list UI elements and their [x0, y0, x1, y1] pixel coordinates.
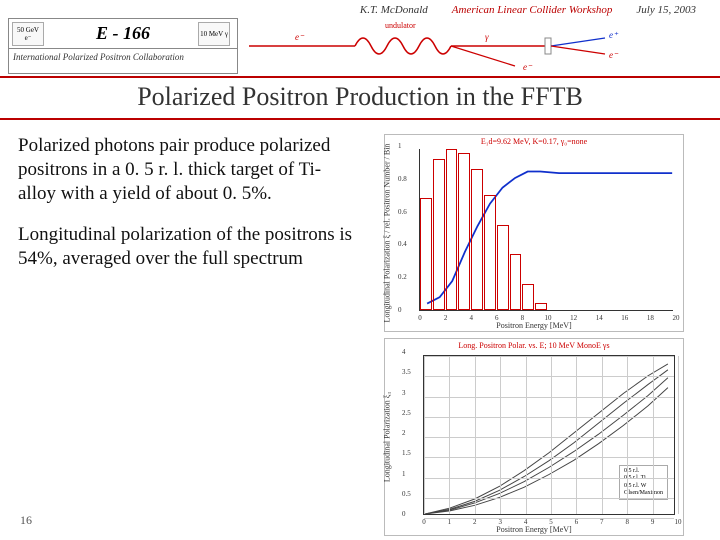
- body-section: Polarized photons pair produce polarized…: [0, 120, 720, 536]
- header-row: K.T. McDonald American Linear Collider W…: [0, 0, 720, 16]
- paragraph-1: Polarized photons pair produce polarized…: [18, 134, 358, 205]
- svg-text:undulator: undulator: [385, 21, 416, 30]
- paragraph-2: Longitudinal polarization of the positro…: [18, 223, 358, 271]
- logo-badge-right: 10 MeV γ: [198, 22, 230, 46]
- header-workshop: American Linear Collider Workshop: [452, 4, 613, 16]
- logo-title: E - 166: [48, 23, 198, 44]
- svg-text:γ: γ: [485, 32, 489, 42]
- header-date: July 15, 2003: [636, 4, 696, 16]
- top-section: 50 GeV e⁻ E - 166 10 MeV γ International…: [0, 16, 720, 74]
- chart-histogram-polarization: E₁d=9.62 MeV, K=0.17, γ₀=none Longitudin…: [384, 134, 684, 332]
- chart2-plot-area: 0.5 r.l.0.5 r.l. Ti0.5 r.l. WOlsen/Maxim…: [423, 355, 675, 515]
- experiment-logo: 50 GeV e⁻ E - 166 10 MeV γ International…: [8, 18, 238, 74]
- chart1-plot-area: 0246810121416182000.20.40.60.81: [419, 149, 673, 311]
- chart2-title: Long. Positron Polar. vs. E; 10 MeV Mono…: [385, 341, 683, 350]
- chart2-ylabel: Longitudinal Polarization ξ₃: [383, 392, 392, 482]
- logo-top: 50 GeV e⁻ E - 166 10 MeV γ: [9, 19, 237, 49]
- chart-polarization-vs-energy: Long. Positron Polar. vs. E; 10 MeV Mono…: [384, 338, 684, 536]
- svg-text:e⁻: e⁻: [609, 50, 619, 60]
- title-band: Polarized Positron Production in the FFT…: [0, 76, 720, 120]
- chart1-title: E₁d=9.62 MeV, K=0.17, γ₀=none: [385, 137, 683, 146]
- header-author: K.T. McDonald: [360, 4, 428, 16]
- undulator-diagram: e⁻ γ e⁻ undulator e⁺ e⁻: [238, 18, 712, 74]
- svg-text:e⁺: e⁺: [609, 30, 619, 40]
- chart2-xlabel: Positron Energy [MeV]: [385, 525, 683, 534]
- svg-text:e⁻: e⁻: [523, 62, 533, 72]
- logo-subtitle: International Polarized Positron Collabo…: [9, 49, 237, 65]
- svg-text:e⁻: e⁻: [295, 32, 305, 42]
- chart1-ylabel: Longitudinal Polarization ξ / rel. Posit…: [383, 144, 392, 323]
- body-text: Polarized photons pair produce polarized…: [18, 134, 358, 536]
- charts-column: E₁d=9.62 MeV, K=0.17, γ₀=none Longitudin…: [358, 134, 710, 536]
- chart1-xlabel: Positron Energy [MeV]: [385, 321, 683, 330]
- logo-badge-left: 50 GeV e⁻: [12, 22, 44, 46]
- page-number: 16: [20, 513, 32, 528]
- slide-title: Polarized Positron Production in the FFT…: [0, 82, 720, 112]
